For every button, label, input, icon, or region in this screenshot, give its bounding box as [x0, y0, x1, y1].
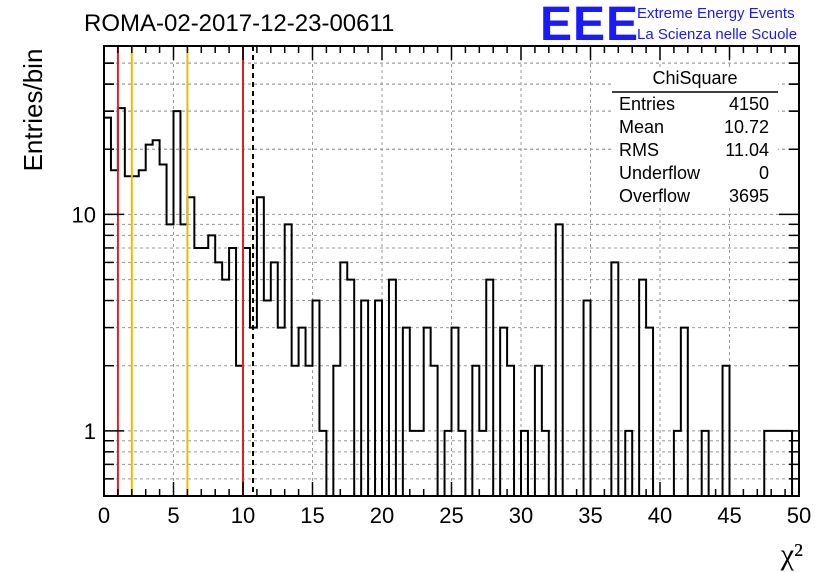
stats-box: ChiSquare Entries 4150 Mean 10.72 RMS 11… — [612, 68, 778, 208]
x-tick-label: 40 — [648, 503, 672, 528]
logo-line-1: Extreme Energy Events — [637, 5, 795, 22]
y-tick-label: 1 — [84, 419, 96, 444]
x-axis-label: χ² — [780, 538, 803, 571]
histogram-outline — [104, 107, 799, 497]
x-tick-label: 35 — [578, 503, 602, 528]
y-tick-label: 10 — [72, 202, 96, 227]
x-tick-label: 50 — [787, 503, 811, 528]
stats-value-underflow: 0 — [759, 163, 769, 183]
histogram-layer — [104, 107, 799, 497]
eee-logo: EEE — [540, 0, 639, 51]
stats-label-entries: Entries — [619, 94, 675, 114]
logo-line-2: La Scienza nelle Scuole — [637, 26, 797, 43]
stats-value-overflow: 3695 — [729, 186, 769, 206]
stats-label-rms: RMS — [619, 140, 659, 160]
vertical-lines-layer — [116, 46, 255, 496]
stats-value-entries: 4150 — [729, 94, 769, 114]
stats-value-mean: 10.72 — [724, 117, 769, 137]
x-tick-label: 20 — [370, 503, 394, 528]
grid-layer — [104, 46, 799, 496]
x-tick-label: 45 — [717, 503, 741, 528]
stats-value-rms: 11.04 — [725, 140, 769, 160]
axis-layer: 0 5 10 15 20 25 30 35 40 45 50 1 10 — [72, 46, 811, 528]
x-tick-label: 0 — [98, 503, 110, 528]
stats-title: ChiSquare — [652, 68, 737, 88]
x-tick-label: 25 — [439, 503, 463, 528]
chart-title: ROMA-02-2017-12-23-00611 — [84, 10, 394, 37]
x-tick-label: 5 — [167, 503, 179, 528]
stats-label-underflow: Underflow — [619, 163, 701, 183]
stats-label-mean: Mean — [619, 117, 664, 137]
x-tick-label: 30 — [509, 503, 533, 528]
stats-label-overflow: Overflow — [619, 186, 691, 206]
y-axis-label: Entries/bin — [18, 49, 48, 172]
x-tick-label: 10 — [231, 503, 255, 528]
x-tick-label: 15 — [300, 503, 324, 528]
